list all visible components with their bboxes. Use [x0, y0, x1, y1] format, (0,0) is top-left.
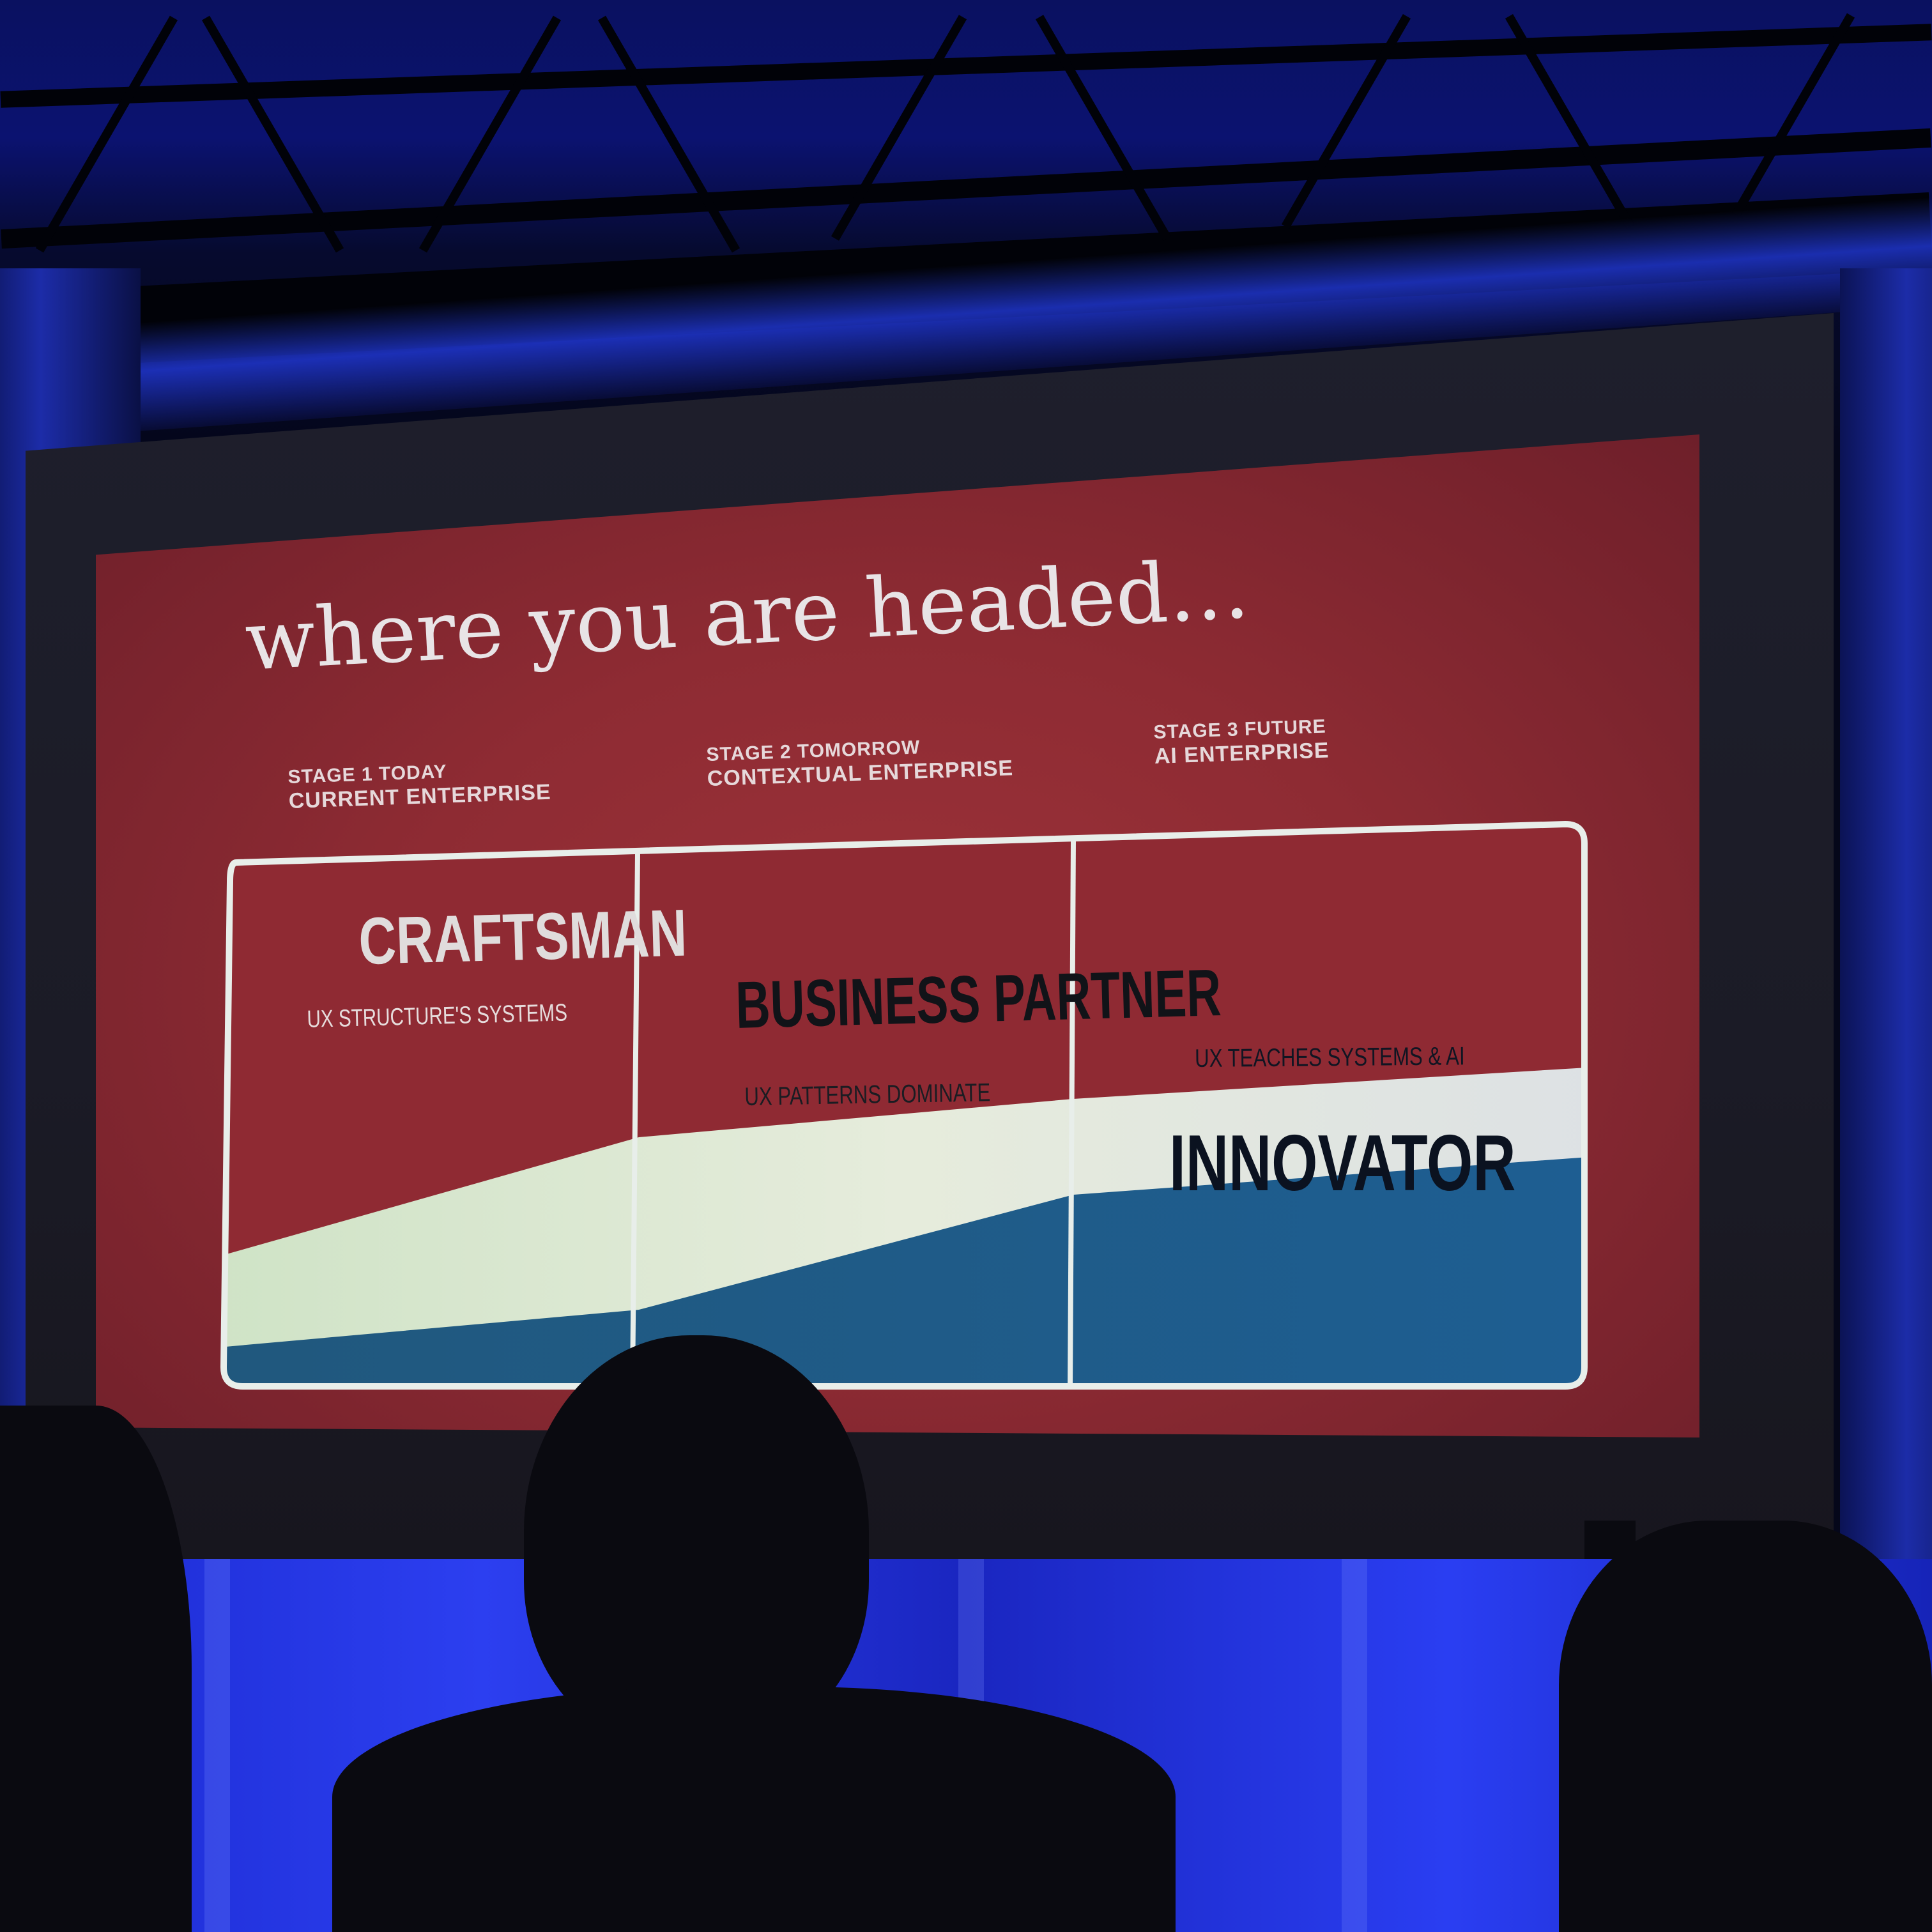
stage-2-description: UX PATTERNS DOMINATE [744, 1078, 991, 1111]
audience-left-person [0, 1406, 192, 1932]
truss-strut [1035, 15, 1172, 241]
curtain-right [1840, 268, 1932, 1610]
business-partner-label: BUSINESS PARTNER [735, 956, 1222, 1043]
diagram-border [220, 820, 1588, 1390]
projected-slide: where you are headed… STAGE 1 TODAY CURR… [96, 434, 1699, 1438]
innovator-band [224, 1156, 1584, 1386]
truss-beam [0, 24, 1932, 108]
stage-divider-1 [630, 853, 640, 1387]
stage-fold [1342, 1559, 1367, 1932]
audience-shoulders-center [332, 1687, 1176, 1932]
stage-diagram-shapes [220, 820, 1588, 1390]
truss-strut [35, 15, 178, 253]
truss-strut [597, 15, 740, 253]
truss-strut [831, 15, 967, 241]
stage-fold [204, 1559, 230, 1932]
audience-head-center [524, 1335, 869, 1744]
phone-silhouette [1584, 1521, 1636, 1559]
craftsman-label: CRAFTSMAN [358, 896, 688, 979]
innovator-label: INNOVATOR [1169, 1119, 1516, 1208]
audience-right-person [1559, 1521, 1932, 1932]
stage-diagram: CRAFTSMAN UX STRUCTURE'S SYSTEMS BUSINES… [147, 652, 1693, 1438]
stage-divider-2 [1068, 839, 1076, 1387]
stage-3-description: UX TEACHES SYSTEMS & AI [1195, 1042, 1465, 1073]
